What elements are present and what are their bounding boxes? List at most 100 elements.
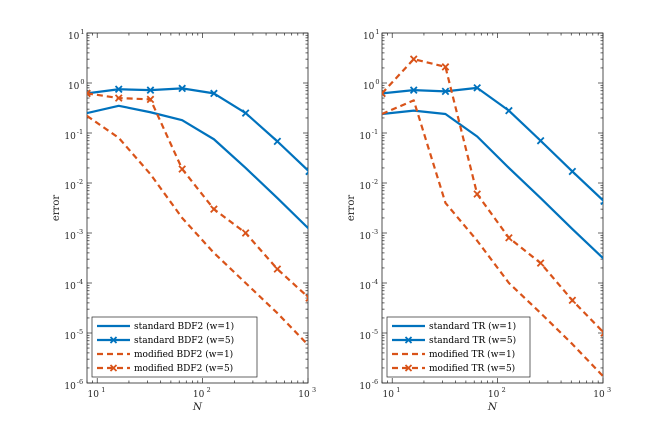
left-legend-marker-4 bbox=[109, 364, 118, 372]
right-x-tick-exponent: 3 bbox=[607, 386, 611, 394]
right-legend-marker-4 bbox=[404, 364, 413, 372]
left-y-tick-label: 10 bbox=[64, 332, 76, 342]
left-y-tick-label: 10 bbox=[64, 382, 76, 392]
left-series-4-marker bbox=[178, 165, 187, 173]
left-series-4-marker bbox=[305, 294, 308, 302]
left-series-line-2 bbox=[87, 87, 308, 172]
right-legend-marker-2 bbox=[404, 336, 413, 344]
right-y-tick-label: 10 bbox=[359, 232, 371, 242]
right-legend-label-3: modified TR (w=1) bbox=[429, 349, 515, 360]
left-x-tick-label: 10 bbox=[87, 390, 99, 400]
right-series-4-marker bbox=[505, 234, 513, 242]
left-x-tick-exponent: 3 bbox=[312, 386, 316, 394]
left-series-4-marker bbox=[273, 265, 282, 273]
right-y-tick-label: 10 bbox=[359, 182, 371, 192]
left-series-2-marker bbox=[241, 109, 250, 117]
left-y-axis-label: error bbox=[51, 195, 62, 221]
left-legend: standard BDF2 (w=1) standard BDF2 (w=5) mo… bbox=[91, 316, 258, 378]
left-x-axis-label: N bbox=[192, 401, 203, 413]
left-y-tick-exponent: -1 bbox=[77, 128, 83, 136]
right-series-4-marker bbox=[536, 259, 545, 267]
left-legend-marker-2 bbox=[109, 336, 118, 344]
left-legend-label-1: standard BDF2 (w=1) bbox=[134, 321, 234, 332]
left-x-tick-label: 10 bbox=[298, 390, 310, 400]
left-y-tick-label: 10 bbox=[64, 232, 76, 242]
right-y-axis-label: error bbox=[346, 195, 357, 221]
right-x-tick-label: 10 bbox=[488, 390, 500, 400]
right-y-tick-exponent: -1 bbox=[372, 128, 378, 136]
right-y-tick-label: 10 bbox=[359, 282, 371, 292]
left-series-2-marker bbox=[305, 167, 308, 176]
right-series-4-marker bbox=[473, 190, 482, 198]
left-series-line-1 bbox=[87, 104, 308, 230]
right-series-line-2 bbox=[382, 86, 603, 202]
right-series-2-marker bbox=[600, 197, 603, 206]
left-y-tick-label: 10 bbox=[64, 282, 76, 292]
right-legend-label-1: standard TR (w=1) bbox=[429, 321, 516, 332]
right-series-2-marker bbox=[473, 84, 482, 92]
right-series-4-marker bbox=[600, 329, 603, 337]
right-series-2-marker bbox=[568, 167, 577, 176]
right-y-tick-label: 10 bbox=[363, 82, 375, 92]
left-y-tick-label: 10 bbox=[68, 82, 80, 92]
right-y-tick-label: 10 bbox=[359, 132, 371, 142]
left-series-4-marker bbox=[87, 89, 91, 98]
left-y-tick-exponent: -5 bbox=[77, 328, 83, 336]
left-legend-label-3: modified BDF2 (w=1) bbox=[134, 349, 233, 360]
left-y-tick-exponent: 1 bbox=[80, 28, 84, 36]
left-y-tick-exponent: -2 bbox=[77, 178, 83, 186]
right-x-axis-label: N bbox=[487, 401, 498, 413]
right-series-4-marker bbox=[441, 63, 450, 71]
right-x-tick-exponent: 2 bbox=[502, 386, 506, 394]
left-series-4-marker bbox=[146, 95, 155, 104]
right-series-2-marker bbox=[441, 87, 450, 96]
left-series-2-marker bbox=[146, 86, 155, 94]
right-series-4-marker bbox=[382, 89, 386, 98]
left-y-tick-exponent: 0 bbox=[80, 78, 84, 86]
right-y-tick-exponent: 1 bbox=[375, 28, 379, 36]
right-y-tick-exponent: -3 bbox=[372, 228, 378, 236]
right-y-tick-label: 10 bbox=[363, 32, 375, 42]
left-y-tick-exponent: -3 bbox=[77, 228, 83, 236]
right-series-4-marker bbox=[409, 55, 418, 63]
right-series-line-4 bbox=[382, 58, 603, 334]
right-legend: standard TR (w=1) standard TR (w=5) modifi… bbox=[386, 316, 531, 378]
right-plot-area bbox=[382, 55, 603, 378]
right-y-tick-exponent: -6 bbox=[372, 378, 378, 386]
right-y-tick-label: 10 bbox=[359, 332, 371, 342]
right-x-tick-exponent: 1 bbox=[396, 386, 400, 394]
left-y-tick-label: 10 bbox=[64, 182, 76, 192]
right-series-4-marker bbox=[568, 296, 577, 305]
left-legend-label-4: modified BDF2 (w=5) bbox=[134, 363, 233, 374]
left-y-tick-label: 10 bbox=[68, 32, 80, 42]
left-chart-panel: 10 1 10 2 10 310 -610 -510 -410 -310 -210 -110 010 1N… bbox=[51, 28, 316, 413]
right-series-2-marker bbox=[409, 86, 418, 94]
right-chart-panel: 10 1 10 2 10 310 -610 -510 -410 -310 -210 -110 010 1N… bbox=[346, 28, 611, 413]
right-series-2-marker bbox=[505, 106, 513, 115]
left-x-tick-label: 10 bbox=[193, 390, 205, 400]
left-series-2-marker bbox=[210, 89, 218, 98]
right-y-tick-exponent: -2 bbox=[372, 178, 378, 186]
left-plot-area bbox=[87, 84, 308, 347]
left-x-tick-exponent: 2 bbox=[207, 386, 211, 394]
left-series-4-marker bbox=[241, 229, 250, 237]
left-x-tick-exponent: 1 bbox=[101, 386, 105, 394]
left-y-tick-label: 10 bbox=[64, 132, 76, 142]
right-y-tick-exponent: 0 bbox=[375, 78, 379, 86]
left-series-2-marker bbox=[178, 84, 187, 93]
right-y-tick-exponent: -4 bbox=[372, 278, 378, 286]
right-legend-label-2: standard TR (w=5) bbox=[429, 335, 516, 346]
right-series-line-3 bbox=[382, 99, 603, 378]
right-series-line-1 bbox=[382, 109, 603, 260]
right-y-tick-label: 10 bbox=[359, 382, 371, 392]
left-series-line-3 bbox=[87, 114, 308, 347]
left-series-line-4 bbox=[87, 92, 308, 299]
left-series-2-marker bbox=[273, 137, 282, 146]
right-x-tick-label: 10 bbox=[593, 390, 605, 400]
right-series-2-marker bbox=[536, 136, 545, 145]
left-legend-label-2: standard BDF2 (w=5) bbox=[134, 335, 234, 346]
left-y-tick-exponent: -6 bbox=[77, 378, 83, 386]
left-y-tick-exponent: -4 bbox=[77, 278, 83, 286]
left-series-2-marker bbox=[114, 85, 123, 94]
